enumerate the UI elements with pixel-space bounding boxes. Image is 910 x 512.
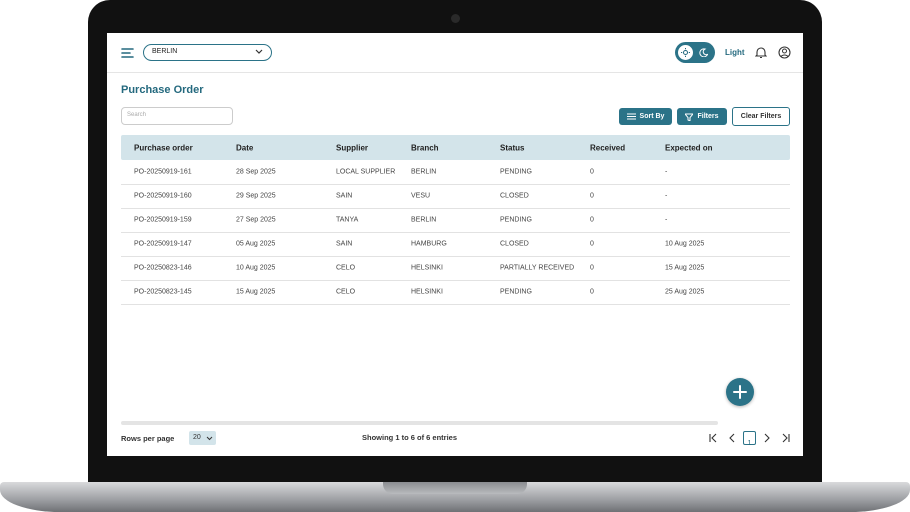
table-cell: CELO xyxy=(336,288,356,296)
row-divider xyxy=(121,304,790,305)
chevron xyxy=(255,49,263,54)
filter-icon xyxy=(685,113,694,121)
current-page[interactable]: 1 xyxy=(743,431,756,447)
row-divider xyxy=(121,256,790,257)
table-cell: 0 xyxy=(590,216,594,224)
location-text: BERLIN xyxy=(152,48,178,55)
row-divider xyxy=(121,184,790,185)
table-cell: 0 xyxy=(590,168,594,176)
column-header: Date xyxy=(236,143,254,152)
table-cell: SAIN xyxy=(336,240,353,248)
pagination-icons[interactable] xyxy=(707,432,797,444)
table-cell: PO-20250919-159 xyxy=(134,216,192,224)
bell-icon[interactable] xyxy=(755,46,767,59)
table-cell: HELSINKI xyxy=(411,264,443,272)
user-icon[interactable] xyxy=(778,46,791,59)
table-cell: 0 xyxy=(590,264,594,272)
rows-per-page-label: Rows per page xyxy=(121,434,175,443)
table-cell: 10 Aug 2025 xyxy=(665,240,705,248)
column-header: Purchase order xyxy=(134,143,193,152)
table-cell: 28 Sep 2025 xyxy=(236,168,276,176)
entries-summary: Showing 1 to 6 of 6 entries xyxy=(362,433,458,442)
table-cell: PARTIALLY RECEIVED xyxy=(500,264,575,272)
row-divider xyxy=(121,232,790,233)
divider xyxy=(107,72,803,73)
table-cell: 29 Sep 2025 xyxy=(236,192,276,200)
clear-filters-button[interactable]: Clear Filters xyxy=(732,107,790,126)
table-cell: PO-20250919-147 xyxy=(134,240,192,248)
table-cell: LOCAL SUPPLIER xyxy=(336,168,396,176)
table-cell: CELO xyxy=(336,264,356,272)
table-cell: 27 Sep 2025 xyxy=(236,216,276,224)
column-header: Status xyxy=(500,143,525,152)
table-cell: BERLIN xyxy=(411,168,437,176)
sun-icon xyxy=(681,48,690,57)
table-cell: - xyxy=(665,216,668,224)
column-header: Received xyxy=(590,143,626,152)
sort-button[interactable]: Sort By xyxy=(619,108,672,125)
laptop-notch xyxy=(383,482,527,494)
table-cell: - xyxy=(665,168,668,176)
screen: BERLIN Light Purchase Order Search Sort … xyxy=(107,33,803,456)
table: Purchase order Date Supplier Branch Status Re… xyxy=(107,33,803,456)
table-cell: BERLIN xyxy=(411,216,437,224)
table-cell: VESU xyxy=(411,192,431,200)
filter-label: Filters xyxy=(697,113,719,120)
theme-label[interactable]: Light xyxy=(725,48,745,57)
camera xyxy=(451,14,460,23)
add-button[interactable] xyxy=(726,378,754,406)
table-cell: PENDING xyxy=(500,216,532,224)
chevron xyxy=(206,436,213,441)
table-cell: 10 Aug 2025 xyxy=(236,264,276,272)
table-cell: 0 xyxy=(590,192,594,200)
current-page-number: 1 xyxy=(747,440,752,447)
table-cell: HELSINKI xyxy=(411,288,443,296)
search-placeholder: Search xyxy=(127,112,147,118)
table-cell: PO-20250823-146 xyxy=(134,264,192,272)
column-header: Supplier xyxy=(336,143,369,152)
filter-button[interactable]: Filters xyxy=(677,108,727,125)
table-cell: PENDING xyxy=(500,168,532,176)
sun-knob xyxy=(678,45,693,60)
table-cell: 25 Aug 2025 xyxy=(665,288,705,296)
table-cell: - xyxy=(665,192,668,200)
sort-icon xyxy=(626,113,636,120)
table-cell: TANYA xyxy=(336,216,359,224)
search-box[interactable]: Search xyxy=(121,107,233,125)
table-cell: PENDING xyxy=(500,288,532,296)
table-cell: 0 xyxy=(590,288,594,296)
sort-label: Sort By xyxy=(639,113,665,120)
table-cell: HAMBURG xyxy=(411,240,447,248)
page-title: Purchase Order xyxy=(121,84,204,96)
theme-toggle[interactable] xyxy=(675,42,715,63)
table-cell: SAIN xyxy=(336,192,353,200)
moon-icon xyxy=(699,48,708,57)
table-cell: PO-20250919-161 xyxy=(134,168,192,176)
rows-per-page-select[interactable]: 20 xyxy=(189,431,216,445)
table-cell: 15 Aug 2025 xyxy=(236,288,276,296)
table-cell: PO-20250823-145 xyxy=(134,288,192,296)
plus-icon xyxy=(733,385,747,399)
column-header: Expected on xyxy=(665,143,713,152)
scrollbar xyxy=(121,421,718,425)
table-cell: CLOSED xyxy=(500,240,529,248)
location-select[interactable]: BERLIN xyxy=(143,44,272,61)
row-divider xyxy=(121,208,790,209)
table-cell: 05 Aug 2025 xyxy=(236,240,276,248)
rows-per-page-value: 20 xyxy=(193,434,201,441)
table-cell: CLOSED xyxy=(500,192,529,200)
table-cell: 0 xyxy=(590,240,594,248)
table-header xyxy=(121,135,790,160)
column-header: Branch xyxy=(411,143,439,152)
menu-icon[interactable] xyxy=(121,47,135,59)
clear-filters-label: Clear Filters xyxy=(740,113,782,120)
table-cell: PO-20250919-160 xyxy=(134,192,192,200)
row-divider xyxy=(121,280,790,281)
table-cell: 15 Aug 2025 xyxy=(665,264,705,272)
